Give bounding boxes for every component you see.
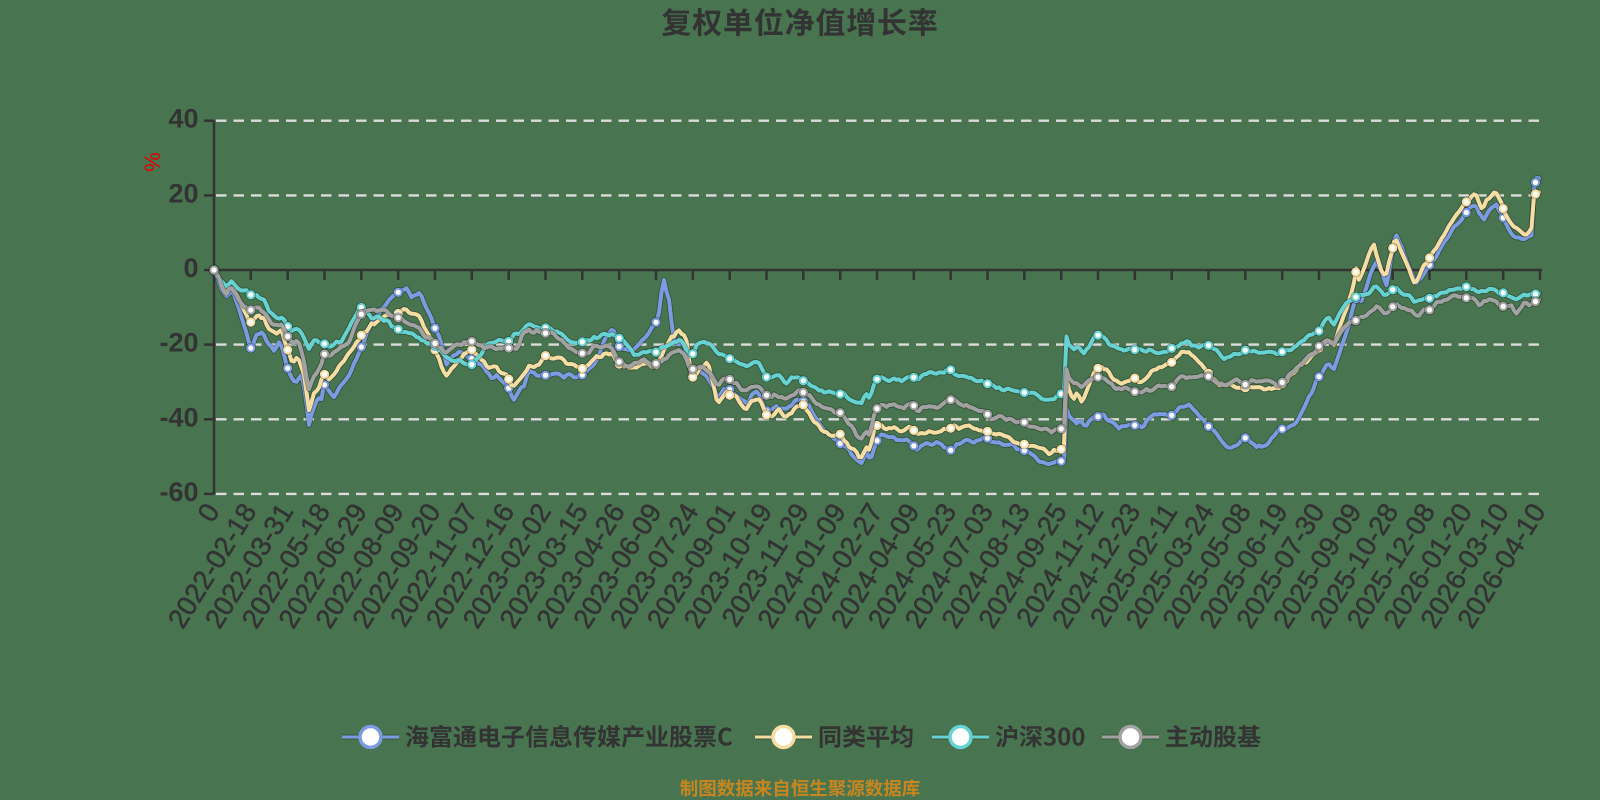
svg-text:-40: -40	[159, 402, 198, 432]
svg-text:40: 40	[168, 104, 198, 134]
svg-text:-60: -60	[159, 477, 198, 507]
svg-text:20: 20	[168, 178, 198, 208]
svg-text:-20: -20	[159, 328, 198, 358]
svg-text:%: %	[140, 152, 165, 172]
svg-text:0: 0	[183, 253, 198, 283]
